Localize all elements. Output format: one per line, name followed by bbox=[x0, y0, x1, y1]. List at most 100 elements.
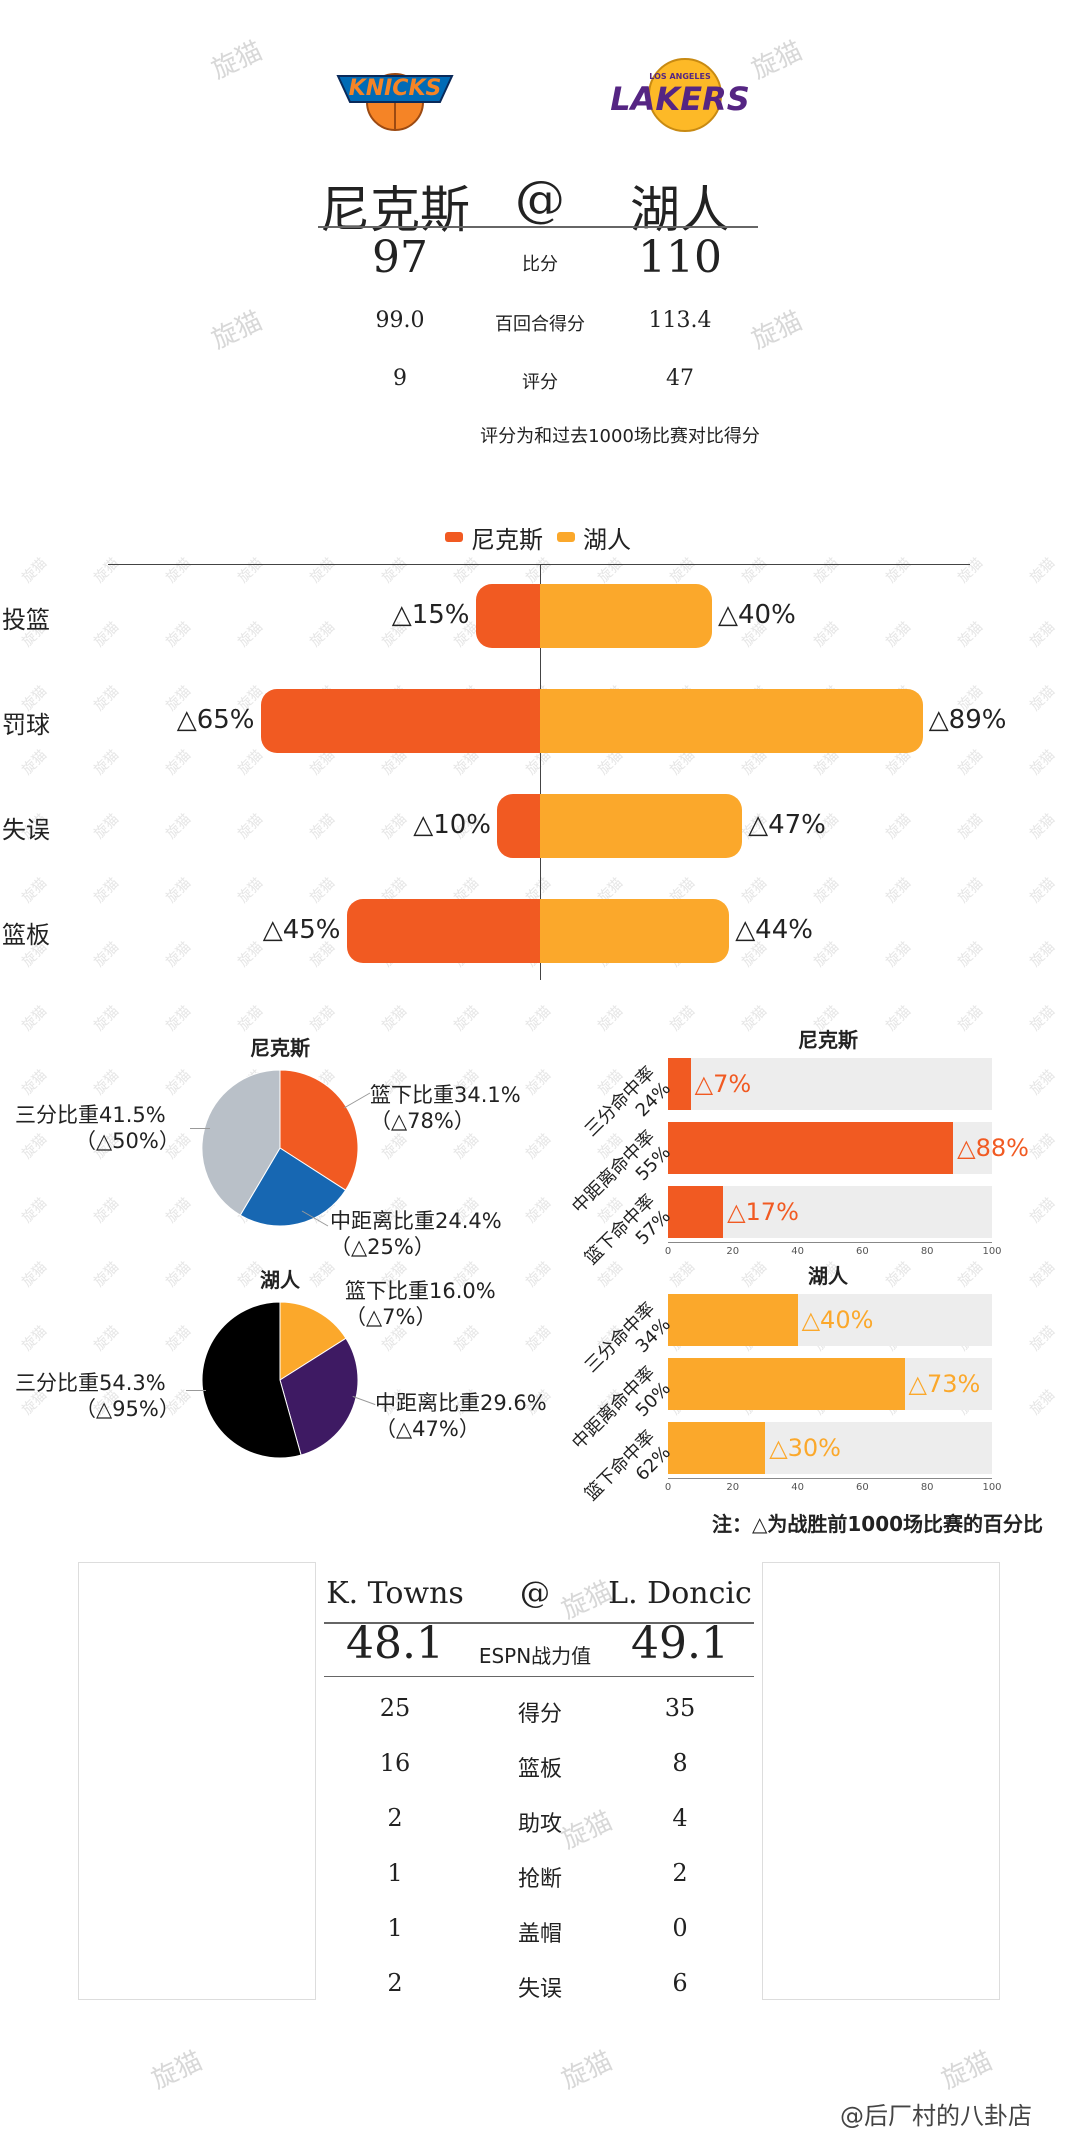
legend-swatch-away bbox=[557, 532, 575, 542]
comparison-value-home-1: △15% bbox=[391, 600, 470, 630]
watermark-small: 旋猫 bbox=[91, 683, 123, 715]
player-home-stat-5: 1 bbox=[387, 1914, 403, 1942]
watermark-small: 旋猫 bbox=[307, 619, 339, 651]
pie-away-slice-2 bbox=[279, 1337, 359, 1456]
lakers-logo-sub: LOS ANGELES bbox=[649, 72, 711, 81]
watermark-small: 旋猫 bbox=[955, 619, 987, 651]
shooting-tick-home-2: 40 bbox=[791, 1246, 804, 1257]
watermark: 旋猫 bbox=[747, 36, 807, 86]
player-home-rating: 48.1 bbox=[346, 1618, 444, 1669]
pie-chart-away bbox=[201, 1301, 359, 1459]
comparison-category-1: 投篮 bbox=[2, 606, 50, 634]
watermark-small: 旋猫 bbox=[91, 1067, 123, 1099]
watermark-small: 旋猫 bbox=[1027, 747, 1059, 779]
watermark-small: 旋猫 bbox=[163, 811, 195, 843]
watermark-small: 旋猫 bbox=[667, 555, 699, 587]
at-symbol: @ bbox=[515, 170, 565, 228]
watermark-small: 旋猫 bbox=[811, 555, 843, 587]
shooting-tick-home-1: 20 bbox=[726, 1246, 740, 1257]
player-stat-label-6: 失误 bbox=[517, 1977, 562, 2002]
comparison-value-home-3: △10% bbox=[413, 810, 491, 840]
home-per100: 99.0 bbox=[375, 308, 425, 333]
player-away-stat-2: 8 bbox=[672, 1749, 688, 1777]
watermark-small: 旋猫 bbox=[955, 811, 987, 843]
watermark-small: 旋猫 bbox=[91, 1195, 123, 1227]
watermark-small: 旋猫 bbox=[955, 1259, 987, 1291]
watermark-small: 旋猫 bbox=[955, 747, 987, 779]
watermark-small: 旋猫 bbox=[955, 1003, 987, 1035]
player-divider-top bbox=[324, 1622, 754, 1624]
watermark-small: 旋猫 bbox=[163, 875, 195, 907]
watermark-small: 旋猫 bbox=[883, 555, 915, 587]
comparison-value-away-1: △40% bbox=[718, 600, 796, 630]
comparison-bar-away-2 bbox=[540, 689, 923, 753]
player-away-stat-5: 0 bbox=[672, 1914, 688, 1942]
home-score: 97 bbox=[372, 232, 428, 283]
watermark-small: 旋猫 bbox=[163, 1259, 195, 1291]
triangle-note: 注：△为战胜前1000场比赛的百分比 bbox=[712, 1512, 1044, 1536]
legend-swatch-home bbox=[445, 532, 463, 542]
watermark-small: 旋猫 bbox=[523, 1323, 555, 1355]
shooting-bar-away-1 bbox=[668, 1294, 798, 1346]
shooting-value-away-2: △73% bbox=[908, 1370, 981, 1398]
comparison-category-2: 罚球 bbox=[2, 711, 50, 739]
player-home-stat-3: 2 bbox=[387, 1804, 403, 1832]
comparison-category-4: 篮板 bbox=[2, 921, 50, 949]
watermark-small: 旋猫 bbox=[19, 1195, 51, 1227]
shooting-title-home: 尼克斯 bbox=[798, 1028, 858, 1052]
header-divider bbox=[318, 226, 758, 228]
watermark-small: 旋猫 bbox=[91, 875, 123, 907]
watermark: 旋猫 bbox=[747, 306, 807, 356]
watermark-small: 旋猫 bbox=[91, 811, 123, 843]
comparison-bar-home-3 bbox=[497, 794, 540, 858]
watermark-small: 旋猫 bbox=[883, 875, 915, 907]
watermark-small: 旋猫 bbox=[811, 875, 843, 907]
watermark-small: 旋猫 bbox=[1027, 619, 1059, 651]
watermark-small: 旋猫 bbox=[451, 1003, 483, 1035]
watermark-small: 旋猫 bbox=[1027, 1387, 1059, 1419]
watermark-small: 旋猫 bbox=[91, 555, 123, 587]
watermark-small: 旋猫 bbox=[1027, 1067, 1059, 1099]
score-label: 比分 bbox=[522, 254, 558, 275]
player-stat-label-4: 抢断 bbox=[517, 1867, 562, 1892]
knicks-logo bbox=[330, 40, 460, 140]
shooting-tick-home-5: 100 bbox=[982, 1246, 1002, 1257]
shooting-bar-away-2 bbox=[668, 1358, 905, 1410]
legend-label-away: 湖人 bbox=[583, 525, 631, 554]
watermark-small: 旋猫 bbox=[1027, 1259, 1059, 1291]
watermark-small: 旋猫 bbox=[19, 1067, 51, 1099]
pie-chart-home bbox=[201, 1069, 359, 1227]
player-photo-home bbox=[78, 1562, 316, 2000]
pie-away-slice-1-label: 篮下比重16.0% （△7%） bbox=[345, 1279, 496, 1329]
watermark-small: 旋猫 bbox=[379, 1003, 411, 1035]
player-at-symbol: @ bbox=[520, 1576, 550, 1611]
pie-home-leader-3 bbox=[190, 1128, 210, 1129]
pie-away-slice-3-label: 三分比重54.3% （△95%） bbox=[15, 1371, 180, 1421]
comparison-category-3: 失误 bbox=[2, 816, 50, 844]
shooting-title-away: 湖人 bbox=[808, 1264, 848, 1288]
knicks-logo-text: KNICKS bbox=[348, 76, 442, 101]
away-team-name: 湖人 bbox=[630, 181, 730, 239]
watermark-small: 旋猫 bbox=[91, 747, 123, 779]
watermark-small: 旋猫 bbox=[955, 939, 987, 971]
shooting-value-home-3: △17% bbox=[727, 1198, 799, 1226]
comparison-value-away-4: △44% bbox=[735, 915, 813, 945]
pie-home-slice-3 bbox=[201, 1069, 281, 1216]
pie-home-slice-3-label: 三分比重41.5% （△50%） bbox=[15, 1103, 180, 1153]
watermark-small: 旋猫 bbox=[1027, 939, 1059, 971]
watermark-small: 旋猫 bbox=[91, 1259, 123, 1291]
watermark-small: 旋猫 bbox=[235, 555, 267, 587]
watermark-small: 旋猫 bbox=[91, 1003, 123, 1035]
comparison-center-axis bbox=[540, 564, 541, 980]
watermark-small: 旋猫 bbox=[811, 619, 843, 651]
player-photo-away bbox=[762, 1562, 1000, 2000]
lakers-logo-text: LAKERS bbox=[610, 80, 750, 118]
rating-footnote: 评分为和过去1000场比赛对比得分 bbox=[480, 426, 760, 447]
pie-away-leader-3 bbox=[186, 1390, 206, 1391]
watermark-small: 旋猫 bbox=[955, 875, 987, 907]
shooting-bar-home-1 bbox=[668, 1058, 691, 1110]
watermark-small: 旋猫 bbox=[451, 555, 483, 587]
per100-label: 百回合得分 bbox=[495, 314, 585, 335]
shooting-value-home-2: △88% bbox=[957, 1134, 1029, 1162]
shooting-bar-away-3 bbox=[668, 1422, 766, 1474]
